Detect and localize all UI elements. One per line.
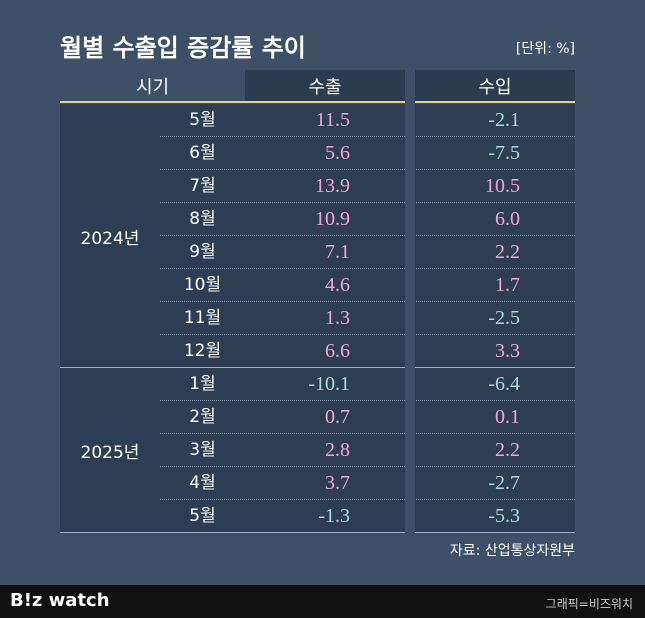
value-cell: 4.6 (245, 269, 405, 302)
month-cell: 10월 (160, 269, 245, 302)
month-cell: 3월 (160, 434, 245, 467)
month-cell: 9월 (160, 236, 245, 269)
value-cell: 7.1 (245, 236, 405, 269)
month-cell: 1월 (160, 368, 245, 401)
value-cell: -2.7 (415, 467, 575, 500)
value-cell: -2.1 (415, 104, 575, 137)
month-cell: 12월 (160, 335, 245, 368)
year-cell: 2024년 (60, 104, 160, 368)
source: 자료: 산업통상자원부 (449, 543, 575, 559)
value-cell: 3.3 (415, 335, 575, 368)
month-cell: 5월 (160, 104, 245, 137)
row-divider (160, 400, 575, 401)
row-divider (160, 466, 575, 467)
value-cell: 0.7 (245, 401, 405, 434)
header-rule (60, 101, 575, 103)
column-header: 수입 (415, 70, 575, 101)
value-cell: 6.0 (415, 203, 575, 236)
value-cell: 6.6 (245, 335, 405, 368)
value-cell: 11.5 (245, 104, 405, 137)
value-cell: 5.6 (245, 137, 405, 170)
value-cell: 10.9 (245, 203, 405, 236)
value-cell: -1.3 (245, 500, 405, 533)
value-cell: 10.5 (415, 170, 575, 203)
group-rule (60, 367, 575, 368)
value-cell: 1.7 (415, 269, 575, 302)
row-divider (160, 433, 575, 434)
row-divider (160, 499, 575, 500)
value-cell: -2.5 (415, 302, 575, 335)
month-cell: 4월 (160, 467, 245, 500)
value-cell: -6.4 (415, 368, 575, 401)
row-divider (160, 301, 575, 302)
logo: B!z watch (10, 590, 110, 611)
year-cell: 2025년 (60, 368, 160, 533)
row-divider (160, 334, 575, 335)
row-divider (160, 136, 575, 137)
month-cell: 7월 (160, 170, 245, 203)
value-cell: 2.2 (415, 434, 575, 467)
row-divider (160, 268, 575, 269)
value-cell: -7.5 (415, 137, 575, 170)
column-gap (405, 70, 415, 533)
credit: 그래픽=비즈워치 (545, 597, 633, 611)
value-cell: -10.1 (245, 368, 405, 401)
value-cell: 3.7 (245, 467, 405, 500)
value-cell: 13.9 (245, 170, 405, 203)
group-rule (60, 532, 575, 533)
row-divider (160, 169, 575, 170)
title: 월별 수출입 증감률 추이 (60, 34, 306, 62)
month-cell: 5월 (160, 500, 245, 533)
row-divider (160, 235, 575, 236)
value-cell: 2.2 (415, 236, 575, 269)
column-header: 수출 (245, 70, 405, 101)
unit: [단위: %] (515, 41, 575, 57)
value-cell: 0.1 (415, 401, 575, 434)
footer (0, 585, 645, 618)
month-cell: 2월 (160, 401, 245, 434)
month-cell: 6월 (160, 137, 245, 170)
row-divider (160, 202, 575, 203)
column-header: 시기 (135, 76, 170, 98)
value-cell: -5.3 (415, 500, 575, 533)
value-cell: 2.8 (245, 434, 405, 467)
value-cell: 1.3 (245, 302, 405, 335)
month-cell: 11월 (160, 302, 245, 335)
month-cell: 8월 (160, 203, 245, 236)
